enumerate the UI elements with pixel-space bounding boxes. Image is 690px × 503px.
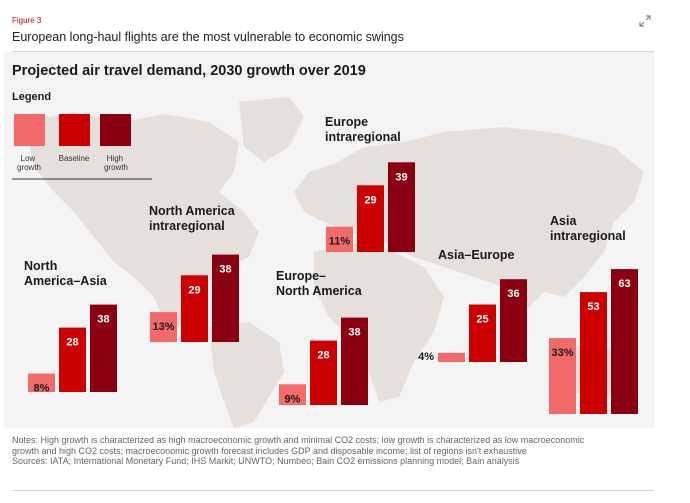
notes-line-2: growth and high CO2 costs; macroeconomic… (12, 445, 527, 456)
region-label: Europe– North America (276, 269, 363, 298)
sources-line: Sources: IATA; International Monetary Fu… (12, 456, 520, 466)
bar-value-label: 4% (418, 351, 434, 363)
bar-baseline (357, 185, 384, 252)
chart-title: Projected air travel demand, 2030 growth… (12, 63, 366, 79)
region-label: Asia–Europe (438, 248, 514, 262)
map-south-america (209, 322, 284, 428)
legend-swatch-baseline (59, 114, 90, 146)
map-greenland (239, 97, 304, 162)
bar-group: Europe intraregional 11% 29 39 (325, 115, 415, 252)
bar-baseline (580, 292, 607, 414)
bar-group: North America intraregional 13% 29 38 (149, 204, 239, 342)
legend-swatch-high (100, 114, 131, 146)
region-label: North America–Asia (24, 259, 108, 288)
bar-low (28, 373, 55, 392)
bar-value-label: 38 (348, 327, 360, 339)
page-title: European long-haul flights are the most … (12, 30, 404, 44)
bar-value-label: 25 (476, 314, 488, 326)
legend-label-high: High growth (104, 154, 128, 172)
legend: Legend Low growth Baseline High growth (12, 91, 152, 180)
bar-value-label: 29 (364, 194, 376, 206)
bar-value-label: 29 (188, 284, 200, 296)
legend-label-baseline: Baseline (59, 154, 90, 163)
bar-high (90, 304, 117, 392)
chart-panel: Projected air travel demand, 2030 growth… (4, 52, 654, 428)
bar-value-label: 36 (507, 288, 519, 300)
bar-high (611, 269, 638, 414)
bottom-divider (12, 490, 654, 491)
bar-baseline (59, 327, 86, 392)
bar-value-label: 63 (618, 278, 630, 290)
expand-icon[interactable] (638, 14, 652, 28)
bar-value-label: 8% (34, 383, 50, 395)
region-label: Europe intraregional (325, 115, 401, 144)
bar-value-label: 28 (66, 337, 78, 349)
bar-value-label: 38 (219, 264, 231, 276)
legend-swatch-low (14, 114, 45, 146)
bar-group: Asia intraregional 33% 53 63 (549, 214, 638, 414)
map-africa (314, 242, 444, 402)
map-eurasia (294, 127, 644, 312)
bar-high (500, 279, 527, 362)
bar-low (549, 338, 576, 414)
world-map (24, 97, 644, 428)
bar-value-label: 38 (97, 314, 109, 326)
bar-value-label: 39 (395, 171, 407, 183)
bar-baseline (310, 340, 337, 405)
region-label: Asia intraregional (550, 214, 626, 243)
bar-value-label: 13% (152, 321, 174, 333)
bar-low (279, 384, 306, 405)
bar-low (150, 312, 177, 342)
bar-baseline (469, 304, 496, 362)
bar-low (326, 226, 353, 252)
bar-baseline (181, 275, 208, 342)
bar-group: Europe– North America 9% 28 38 (276, 269, 368, 405)
bar-low (438, 352, 465, 362)
legend-label-low: Low growth (17, 154, 41, 172)
bar-value-label: 33% (551, 347, 573, 359)
bar-group: North America–Asia 8% 28 38 (24, 259, 117, 395)
bar-value-label: 53 (587, 301, 599, 313)
bar-value-label: 9% (285, 393, 301, 405)
bar-high (388, 162, 415, 252)
notes-line-1: Notes: High growth is characterized as h… (12, 435, 585, 445)
footnotes: Notes: High growth is characterized as h… (12, 435, 652, 467)
chart: Projected air travel demand, 2030 growth… (12, 63, 644, 428)
bar-value-label: 11% (329, 236, 351, 248)
bar-group: Asia–Europe 4% 25 36 (418, 248, 527, 363)
legend-title: Legend (12, 91, 51, 103)
bar-high (341, 317, 368, 405)
region-label: North America intraregional (149, 204, 236, 233)
header-divider (12, 51, 654, 52)
bar-value-label: 28 (317, 350, 329, 362)
bar-high (212, 254, 239, 342)
map-north-america (24, 112, 259, 327)
figure-label: Figure 3 (12, 16, 42, 25)
